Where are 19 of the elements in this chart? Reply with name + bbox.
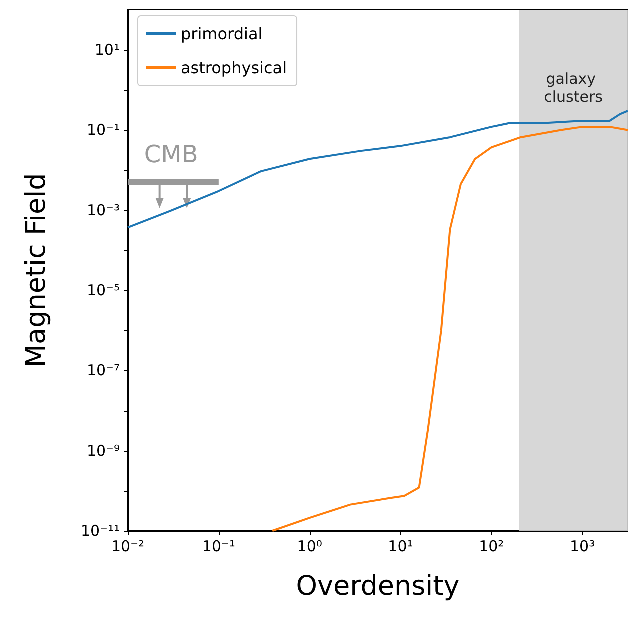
y-tick-label: 10⁻¹ [86,121,120,140]
x-axis-title: Overdensity [296,571,460,602]
x-tick-label: 10⁰ [297,538,322,556]
y-tick-label: 10¹ [94,41,120,60]
y-tick-label: 10⁻⁷ [86,362,120,380]
x-tick-label: 10² [479,538,504,556]
y-tick-label: 10⁻⁵ [86,282,120,300]
legend-label: primordial [181,24,263,44]
y-tick-label: 10⁻³ [86,201,120,220]
x-tick-label: 10¹ [388,538,414,556]
y-tick-label: 10⁻⁹ [86,442,120,460]
x-tick-label: 10⁻¹ [202,538,236,556]
legend-label: astrophysical [181,58,288,78]
x-tick-label: 10⁻² [111,538,145,556]
annotation: CMB [144,140,198,168]
y-axis-title: Magnetic Field [21,173,52,368]
band-label: galaxy clusters [544,70,604,106]
x-tick-label: 10³ [570,538,596,556]
y-tick-label: 10⁻¹¹ [80,522,120,540]
